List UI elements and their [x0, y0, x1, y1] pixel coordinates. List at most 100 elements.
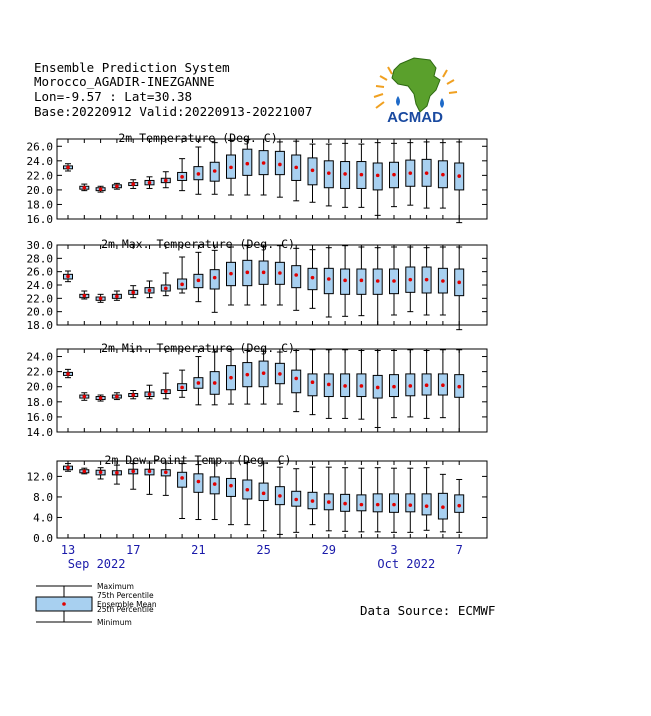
box-day-9: [209, 351, 220, 406]
mean-marker: [245, 372, 250, 377]
box-day-18: [356, 350, 367, 420]
box-day-23: [437, 473, 448, 533]
mean-marker: [115, 294, 119, 299]
mean-marker: [343, 501, 347, 506]
mean-marker: [424, 171, 429, 175]
box-day-10: [226, 246, 236, 306]
y-tick-label: 24.0: [27, 279, 54, 292]
box-day-2: [95, 394, 106, 402]
box-day-4: [128, 285, 139, 299]
y-tick-label: 26.0: [27, 266, 54, 279]
mean-marker: [229, 483, 233, 488]
mean-marker: [392, 279, 396, 283]
mean-marker: [310, 275, 315, 280]
drop-icon-2: [396, 96, 400, 106]
mean-marker: [424, 277, 429, 282]
mean-marker: [98, 396, 103, 400]
box-day-22: [421, 467, 432, 531]
panel-title: 2m Temperature (Deg. C): [118, 131, 277, 145]
box-day-11: [242, 462, 253, 526]
box-day-1: [79, 392, 90, 401]
mean-marker: [327, 500, 331, 504]
box-day-2: [95, 293, 106, 303]
mean-marker: [115, 471, 119, 475]
mean-marker: [131, 290, 135, 295]
box-day-12: [258, 350, 269, 405]
mean-marker: [261, 270, 266, 275]
mean-marker: [457, 174, 462, 178]
box-day-3: [111, 392, 122, 401]
mean-marker: [98, 187, 103, 191]
box-day-18: [356, 467, 367, 533]
y-tick-label: 18.0: [27, 396, 54, 409]
box-day-20: [389, 246, 399, 316]
box-day-4: [128, 463, 139, 490]
y-tick-label: 18.0: [27, 319, 54, 332]
mean-marker: [441, 383, 445, 388]
box-day-0: [63, 463, 73, 472]
box-day-6: [160, 171, 171, 189]
box-day-10: [226, 462, 236, 526]
iqr-box: [291, 369, 302, 394]
x-tick-label: 21: [191, 543, 205, 557]
panel-title: 2m Max. Temperature (Deg. C): [101, 237, 295, 251]
mean-marker: [408, 171, 413, 175]
mean-marker: [327, 382, 331, 387]
mean-marker: [229, 165, 233, 170]
y-tick-label: 24.0: [27, 155, 54, 168]
box-day-11: [242, 350, 253, 405]
mean-marker: [245, 270, 250, 275]
box-day-21: [405, 467, 416, 533]
mean-marker: [66, 274, 70, 279]
box-day-17: [340, 467, 351, 532]
mean-marker: [441, 172, 445, 177]
mean-marker: [98, 470, 103, 475]
box-day-12: [258, 138, 269, 196]
x-month-label: Oct 2022: [377, 557, 435, 571]
mean-marker: [408, 384, 413, 388]
box-day-13: [274, 466, 285, 535]
box-day-0: [63, 270, 73, 283]
box-day-13: [274, 141, 285, 198]
box-day-15: [307, 249, 318, 309]
mean-marker: [147, 288, 152, 293]
box-day-7: [177, 256, 188, 294]
box-day-3: [111, 290, 122, 301]
box-day-15: [307, 143, 318, 203]
mean-marker: [424, 504, 429, 508]
box-day-23: [437, 142, 448, 209]
y-tick-label: 4.0: [33, 511, 53, 524]
box-day-24: [454, 349, 465, 433]
legend-label-minimum: Minimum: [97, 618, 132, 627]
panel-frame: [56, 348, 488, 433]
box-day-5: [144, 176, 155, 189]
mean-marker: [424, 383, 429, 388]
panel-3: 14.0 16.0 18.0 20.0 22.0 24.0 2m Min. Temperat…: [27, 341, 488, 439]
mean-marker: [310, 499, 315, 503]
mean-marker: [343, 172, 347, 176]
box-day-14: [291, 468, 302, 533]
mean-marker: [392, 502, 396, 507]
legend-label-mean: Ensemble Mean: [97, 600, 157, 609]
x-tick-label: 29: [322, 543, 336, 557]
mean-marker: [408, 277, 413, 282]
box-day-12: [258, 462, 269, 532]
mean-marker: [278, 494, 282, 498]
box-day-8: [193, 356, 204, 406]
box-day-22: [421, 141, 432, 209]
mean-marker: [82, 293, 87, 298]
mean-marker: [245, 161, 250, 166]
mean-marker: [164, 470, 168, 475]
africa-map-icon: [391, 57, 441, 113]
mean-marker: [457, 280, 462, 285]
x-tick-label: 17: [126, 543, 140, 557]
mean-marker: [131, 182, 135, 186]
mean-marker: [294, 165, 299, 170]
mean-marker: [375, 502, 380, 507]
mean-marker: [359, 172, 364, 177]
box-day-8: [193, 146, 204, 195]
mean-marker: [457, 503, 462, 508]
y-tick-label: 0.0: [33, 532, 53, 545]
mean-marker: [245, 487, 250, 492]
